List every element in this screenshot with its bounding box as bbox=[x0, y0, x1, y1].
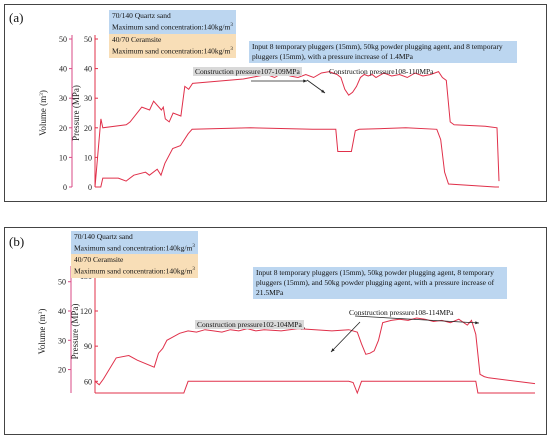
volume-tick-label: 50 bbox=[58, 278, 66, 287]
volume-tick-label: 40 bbox=[59, 65, 67, 74]
annotation-arrowhead bbox=[303, 79, 307, 83]
ceramsite-legend-box: 40/70 Ceramsite Maximum sand concentrati… bbox=[109, 34, 236, 58]
volume-tick-label: 50 bbox=[59, 35, 67, 44]
annotation-arrowhead bbox=[475, 321, 479, 325]
pressure-tick-label: 20 bbox=[84, 124, 92, 133]
ceramsite-name: 40/70 Ceramsite bbox=[74, 255, 124, 264]
pressure-tick-label: 50 bbox=[84, 35, 92, 44]
ceramsite-unit-sup: 3 bbox=[230, 47, 233, 52]
ceramsite-conc-value: 140kg/m bbox=[165, 266, 193, 276]
pressure-tick-label: 10 bbox=[84, 153, 92, 162]
pressure-tick-label: 40 bbox=[84, 65, 92, 74]
quartz-conc-label: Maximum sand concentration: bbox=[74, 243, 166, 253]
volume-series-line bbox=[95, 127, 499, 188]
quartz-unit-sup: 3 bbox=[192, 244, 195, 249]
volume-axis-label-end: ) bbox=[37, 309, 47, 312]
ceramsite-legend-box: 40/70 Ceramsite Maximum sand concentrati… bbox=[71, 254, 198, 278]
pressure-series-line bbox=[94, 70, 500, 188]
panel-label: (a) bbox=[9, 10, 24, 25]
quartz-concentration: Maximum sand concentration:140kg/m3 bbox=[112, 21, 233, 33]
pressure-tick-label: 90 bbox=[84, 342, 92, 351]
annotation-arrow bbox=[306, 79, 326, 94]
quartz-unit-sup: 3 bbox=[230, 23, 233, 28]
panel-label: (b) bbox=[9, 234, 25, 249]
ceramsite-conc-value: 140kg/m bbox=[203, 46, 231, 56]
volume-axis-label-sup: 3 bbox=[39, 93, 45, 96]
quartz-name: 70/140 Quartz sand bbox=[74, 232, 133, 241]
quartz-conc-value: 140kg/m bbox=[203, 22, 231, 32]
pressure-annotation-left: Construction pressure107-109MPa bbox=[193, 67, 302, 76]
pressure-axis-label: Pressure (MPa) bbox=[70, 304, 80, 360]
ceramsite-name: 40/70 Ceramsite bbox=[112, 35, 162, 44]
ceramsite-conc-label: Maximum sand concentration: bbox=[74, 266, 166, 276]
volume-tick-label: 30 bbox=[59, 94, 67, 103]
quartz-name: 70/140 Quartz sand bbox=[112, 11, 171, 20]
ceramsite-unit-sup: 3 bbox=[192, 267, 195, 272]
annotation-arrowhead bbox=[321, 89, 325, 93]
quartz-legend-box: 70/140 Quartz sand Maximum sand concentr… bbox=[71, 231, 198, 255]
quartz-concentration: Maximum sand concentration:140kg/m3 bbox=[74, 242, 195, 254]
ceramsite-conc-label: Maximum sand concentration: bbox=[112, 46, 204, 56]
volume-tick-label: 20 bbox=[58, 366, 66, 375]
volume-tick-label: 20 bbox=[59, 124, 67, 133]
pressure-tick-label: 120 bbox=[80, 307, 92, 316]
annotation-arrowhead bbox=[331, 348, 335, 352]
volume-tick-label: 30 bbox=[58, 336, 66, 345]
volume-axis-label-end: ) bbox=[38, 90, 48, 93]
volume-axis-label: Volume (m3) bbox=[38, 90, 48, 136]
plugging-note: Input 8 temporary pluggers (15mm), 50kg … bbox=[249, 41, 517, 63]
quartz-legend-box: 70/140 Quartz sand Maximum sand concentr… bbox=[109, 10, 236, 34]
chart-panel-a: (a) 0 10 20 30 40 50 Volume (m3) 0 10 20 30 40 50 Pre… bbox=[4, 4, 547, 202]
ceramsite-concentration: Maximum sand concentration:140kg/m3 bbox=[74, 265, 195, 277]
ceramsite-concentration: Maximum sand concentration:140kg/m3 bbox=[112, 45, 233, 57]
volume-tick-label: 10 bbox=[59, 153, 67, 162]
pressure-tick-label: 30 bbox=[84, 94, 92, 103]
quartz-conc-label: Maximum sand concentration: bbox=[112, 22, 204, 32]
chart-canvas-a: 0 10 20 30 40 50 Volume (m3) 0 10 20 30 40 50 Pressur… bbox=[38, 35, 500, 192]
volume-axis-label-sup: 3 bbox=[38, 311, 44, 314]
pressure-series-line bbox=[94, 317, 536, 386]
pressure-annotation-right: Construction pressure108-114MPa bbox=[349, 308, 454, 317]
volume-tick-label: 0 bbox=[63, 183, 67, 192]
volume-series-line bbox=[95, 380, 535, 395]
pressure-axis-label: Pressure (MPa) bbox=[71, 85, 81, 141]
pressure-tick-label: 0 bbox=[88, 183, 92, 192]
plugging-note: Input 8 temporary pluggers (15mm), 50kg … bbox=[253, 267, 507, 299]
quartz-conc-value: 140kg/m bbox=[165, 243, 193, 253]
pressure-annotation-right: Construction pressure108-110MPa bbox=[329, 67, 434, 76]
annotation-arrow bbox=[354, 315, 480, 324]
volume-tick-label: 40 bbox=[58, 307, 66, 316]
volume-axis-label: Volume (m3) bbox=[37, 309, 47, 355]
annotation-arrow bbox=[330, 321, 361, 353]
pressure-annotation-left: Construction pressure102-104MPa bbox=[195, 320, 304, 329]
pressure-tick-label: 60 bbox=[84, 377, 92, 386]
